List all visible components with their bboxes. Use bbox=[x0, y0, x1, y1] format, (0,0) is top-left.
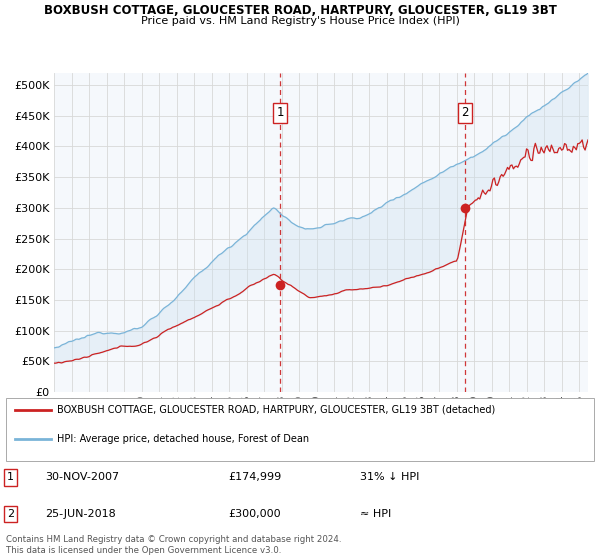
Text: 1: 1 bbox=[277, 106, 284, 119]
Text: BOXBUSH COTTAGE, GLOUCESTER ROAD, HARTPURY, GLOUCESTER, GL19 3BT: BOXBUSH COTTAGE, GLOUCESTER ROAD, HARTPU… bbox=[44, 4, 556, 17]
Text: ≈ HPI: ≈ HPI bbox=[360, 508, 391, 519]
Text: HPI: Average price, detached house, Forest of Dean: HPI: Average price, detached house, Fore… bbox=[57, 435, 309, 445]
Text: £174,999: £174,999 bbox=[228, 473, 281, 482]
Text: Price paid vs. HM Land Registry's House Price Index (HPI): Price paid vs. HM Land Registry's House … bbox=[140, 16, 460, 26]
Text: 1: 1 bbox=[7, 473, 14, 482]
Text: 2: 2 bbox=[461, 106, 469, 119]
FancyBboxPatch shape bbox=[6, 398, 594, 461]
Text: 31% ↓ HPI: 31% ↓ HPI bbox=[360, 473, 419, 482]
Text: £300,000: £300,000 bbox=[228, 508, 281, 519]
Text: 2: 2 bbox=[7, 508, 14, 519]
Text: 25-JUN-2018: 25-JUN-2018 bbox=[45, 508, 116, 519]
Text: Contains HM Land Registry data © Crown copyright and database right 2024.
This d: Contains HM Land Registry data © Crown c… bbox=[6, 535, 341, 554]
Text: 30-NOV-2007: 30-NOV-2007 bbox=[45, 473, 119, 482]
Text: BOXBUSH COTTAGE, GLOUCESTER ROAD, HARTPURY, GLOUCESTER, GL19 3BT (detached): BOXBUSH COTTAGE, GLOUCESTER ROAD, HARTPU… bbox=[57, 405, 495, 414]
